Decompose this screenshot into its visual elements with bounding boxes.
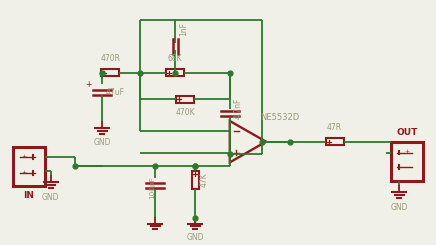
Text: 470K: 470K	[175, 108, 195, 117]
Text: GND: GND	[186, 233, 204, 242]
Text: 470R: 470R	[100, 54, 120, 63]
Text: GND: GND	[94, 138, 111, 147]
Text: +: +	[22, 170, 27, 175]
Text: +: +	[22, 154, 27, 159]
Text: +: +	[85, 80, 92, 89]
Text: 4.7nF: 4.7nF	[234, 98, 243, 119]
Bar	[166, 69, 184, 76]
Bar	[102, 69, 119, 76]
Bar	[176, 96, 194, 103]
Text: NE5532D: NE5532D	[260, 112, 299, 122]
Text: 47K: 47K	[200, 173, 209, 187]
Text: 68K: 68K	[168, 54, 182, 63]
Bar	[392, 142, 423, 181]
Bar	[13, 147, 44, 186]
Text: OUT: OUT	[397, 128, 418, 137]
Text: 1nF: 1nF	[179, 22, 188, 37]
Text: +: +	[405, 149, 410, 154]
Text: 100pF: 100pF	[149, 176, 155, 199]
Text: GND: GND	[391, 203, 408, 212]
Text: GND: GND	[42, 193, 59, 202]
Text: 47uF: 47uF	[106, 88, 124, 97]
Text: 47R: 47R	[327, 123, 342, 132]
Bar	[191, 171, 198, 189]
Bar	[326, 138, 344, 145]
Text: IN: IN	[23, 191, 34, 200]
